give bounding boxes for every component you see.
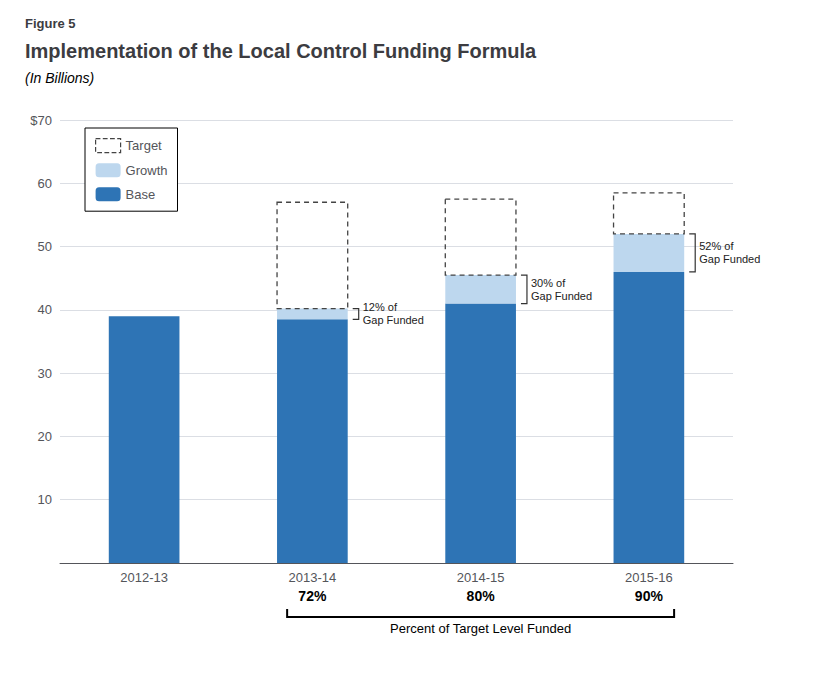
svg-text:Figure 5: Figure 5: [25, 16, 76, 31]
svg-text:2014-15: 2014-15: [457, 570, 505, 585]
svg-text:2012-13: 2012-13: [120, 570, 168, 585]
svg-text:72%: 72%: [298, 588, 327, 604]
svg-text:40: 40: [38, 302, 52, 317]
svg-text:(In Billions): (In Billions): [25, 70, 94, 86]
svg-text:Percent of Target Level Funded: Percent of Target Level Funded: [390, 621, 571, 636]
svg-text:$70: $70: [30, 113, 52, 128]
svg-text:90%: 90%: [635, 588, 664, 604]
svg-text:Target: Target: [126, 138, 163, 153]
svg-text:50: 50: [38, 239, 52, 254]
svg-text:10: 10: [38, 492, 52, 507]
svg-text:30: 30: [38, 366, 52, 381]
svg-text:30% of: 30% of: [531, 277, 566, 289]
svg-text:20: 20: [38, 429, 52, 444]
svg-text:Gap Funded: Gap Funded: [531, 290, 592, 302]
svg-text:60: 60: [38, 176, 52, 191]
svg-text:Growth: Growth: [126, 163, 168, 178]
svg-text:Gap Funded: Gap Funded: [363, 314, 424, 326]
svg-text:2013-14: 2013-14: [289, 570, 337, 585]
svg-text:80%: 80%: [467, 588, 496, 604]
svg-text:12% of: 12% of: [363, 301, 398, 313]
svg-text:2015-16: 2015-16: [625, 570, 673, 585]
svg-text:52% of: 52% of: [699, 240, 734, 252]
svg-text:Implementation of the Local Co: Implementation of the Local Control Fund…: [25, 40, 537, 62]
svg-text:Base: Base: [126, 187, 156, 202]
svg-text:Gap Funded: Gap Funded: [699, 253, 760, 265]
